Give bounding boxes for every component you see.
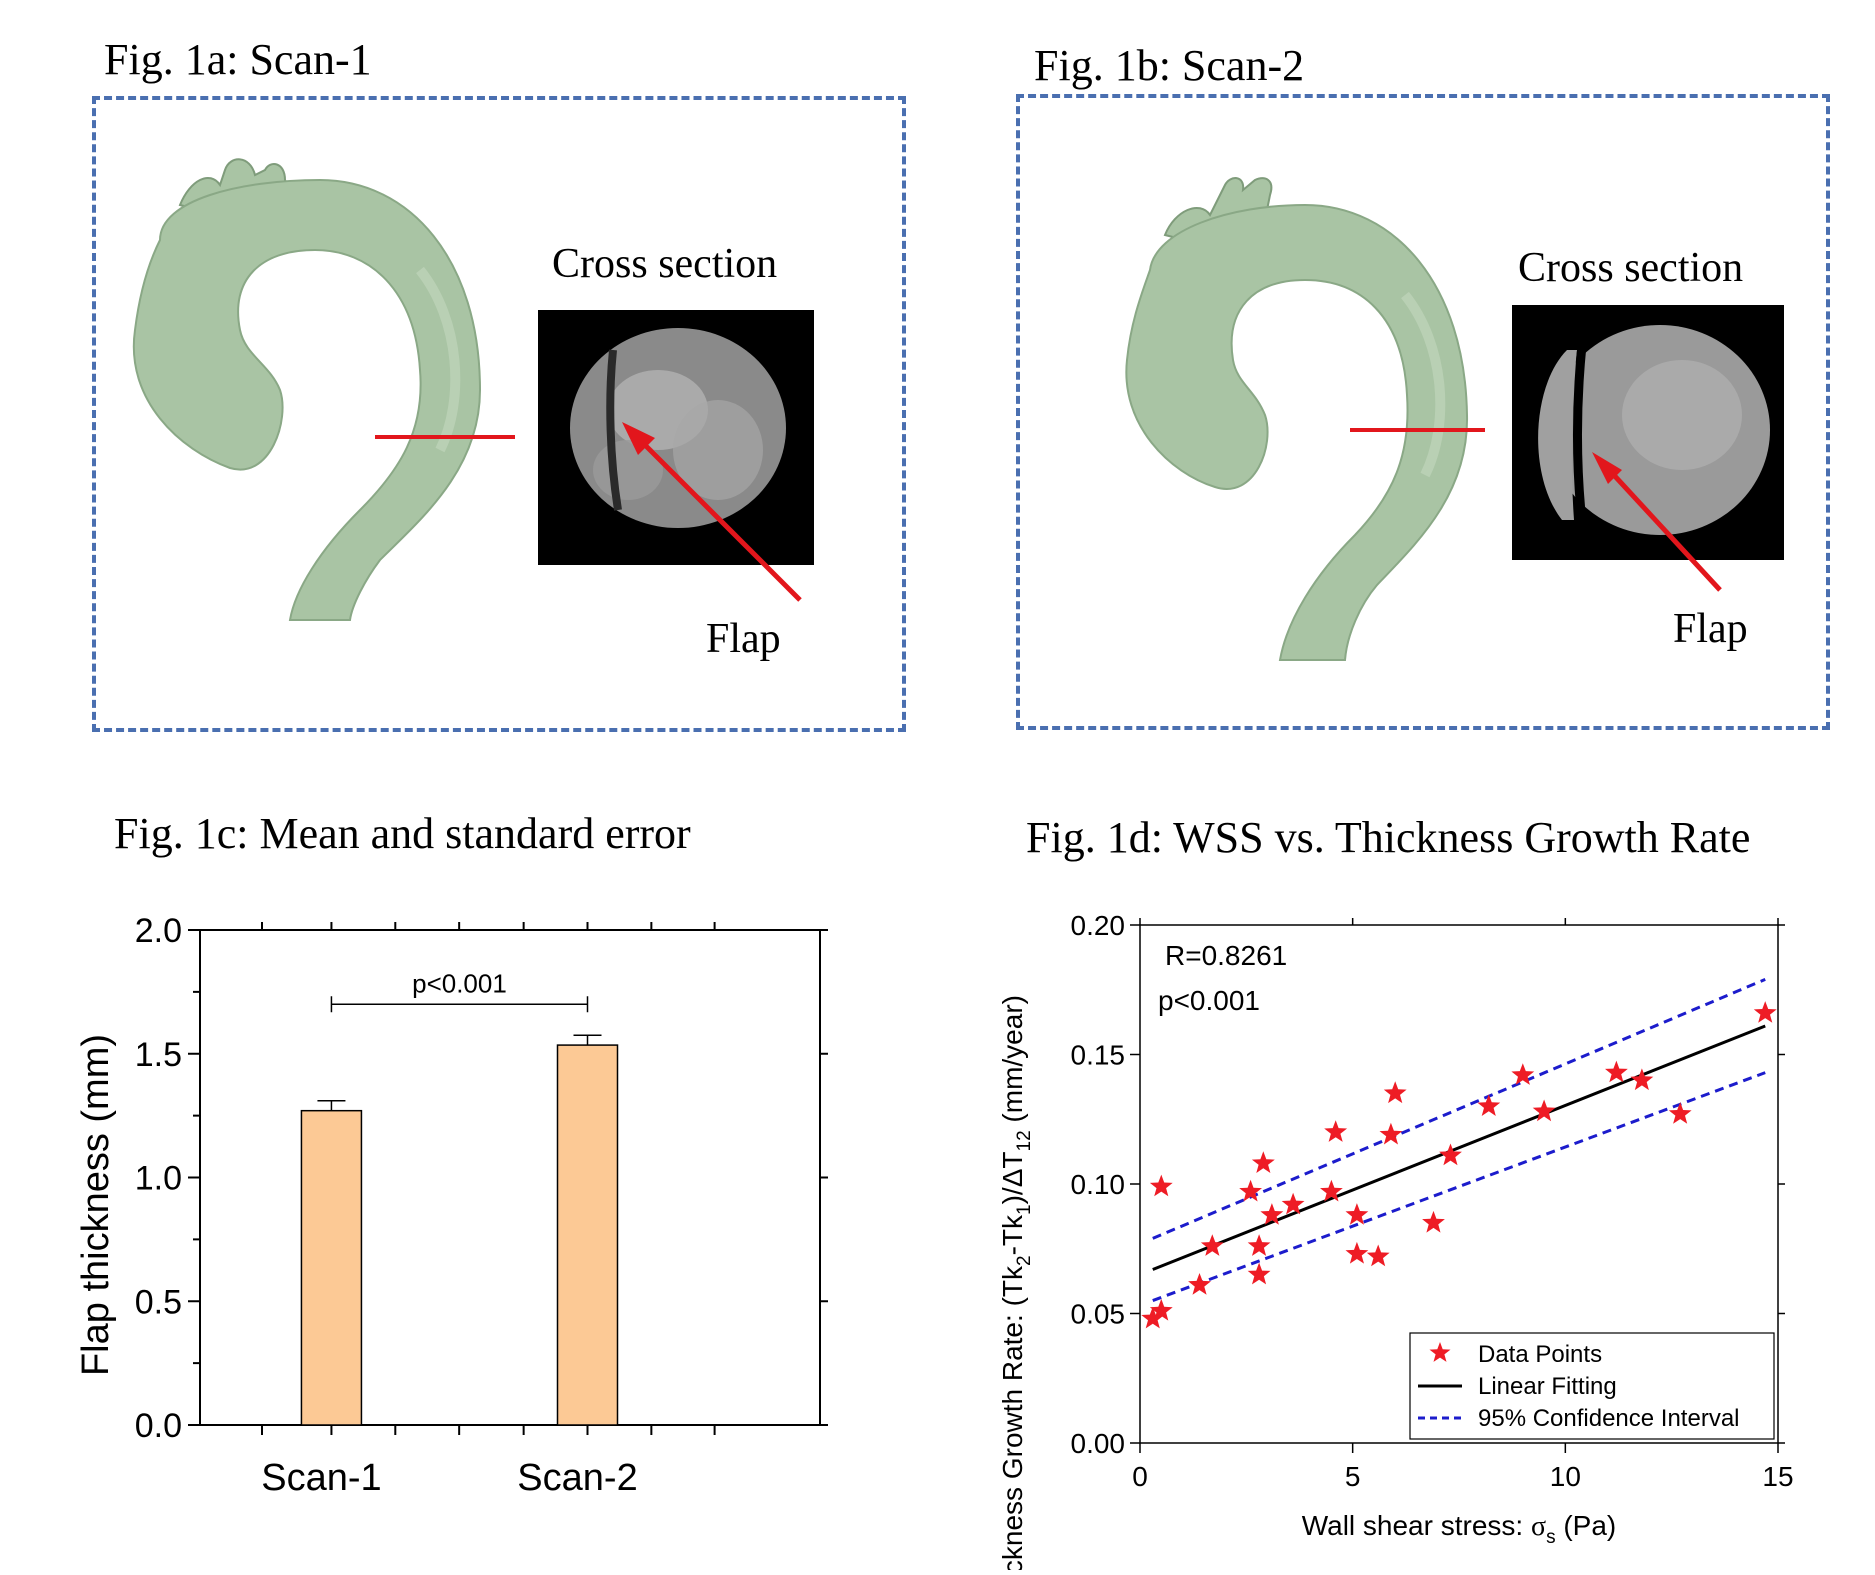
cross-section-label-scan-2: Cross section xyxy=(1518,245,1744,291)
data-point xyxy=(1753,1001,1777,1023)
data-point xyxy=(1247,1234,1271,1256)
data-point xyxy=(1281,1192,1305,1215)
legend-box xyxy=(1409,1332,1775,1440)
fig-1d-title: Fig. 1d: WSS vs. Thickness Growth Rate xyxy=(1026,813,1751,862)
cut-plane-line-scan-1 xyxy=(375,435,515,439)
data-point xyxy=(1366,1244,1390,1267)
data-point xyxy=(1260,1203,1284,1225)
y-tick-label: 1.0 xyxy=(135,1160,182,1198)
bar-scan-2 xyxy=(556,1044,619,1426)
fig-1a-title: Fig. 1a: Scan-1 xyxy=(104,35,372,84)
y-tick-label: 0.10 xyxy=(1071,1169,1126,1200)
flap-arrow-scan-2 xyxy=(1592,452,1722,592)
scatter-chart: 0.00 0.05 0.10 0.15 0.20 0 5 10 15 R=0.8261 p<0.0… xyxy=(997,910,1794,1570)
data-point xyxy=(1251,1151,1275,1173)
aorta-model-scan-2 xyxy=(1125,177,1469,661)
legend-star-icon xyxy=(1429,1342,1451,1362)
data-point xyxy=(1379,1122,1403,1145)
y-tick-label: 1.5 xyxy=(135,1036,182,1074)
y-tick-label: 2.0 xyxy=(135,912,182,950)
bar-chart: 0.0 0.5 1.0 1.5 2.0 Scan-1 Scan-2 p<0.001 Flap… xyxy=(75,912,828,1499)
y-tick-label: 0.15 xyxy=(1071,1040,1126,1071)
data-point xyxy=(1188,1273,1211,1295)
x-tick-label: 0 xyxy=(1132,1461,1148,1492)
data-point xyxy=(1630,1068,1654,1091)
fig-1a-frame xyxy=(92,96,906,732)
ci-lower-line xyxy=(1152,1071,1766,1302)
p-value-annotation: p<0.001 xyxy=(1158,985,1260,1016)
cross-section-image-scan-2 xyxy=(1512,305,1784,560)
aorta-arch-2 xyxy=(1125,203,1469,661)
data-point xyxy=(1149,1174,1173,1197)
data-point xyxy=(1422,1210,1445,1233)
y-axis-label: Thickness Growth Rate: (Tk2-Tk1)/ΔT12 (m… xyxy=(997,995,1035,1570)
data-point xyxy=(1345,1241,1369,1264)
cut-plane-line-scan-2 xyxy=(1350,428,1485,432)
false-lumen-scan-2 xyxy=(1538,350,1577,520)
fig-1c-title: Fig. 1c: Mean and standard error xyxy=(114,809,691,858)
data-point xyxy=(1477,1094,1501,1116)
flap-label-scan-1: Flap xyxy=(706,616,781,662)
data-point xyxy=(1239,1179,1262,1202)
data-point xyxy=(1149,1298,1173,1321)
flap-label-scan-2: Flap xyxy=(1673,606,1748,652)
x-axis-label: Wall shear stress: σs (Pa) xyxy=(1302,1510,1617,1548)
aorta-shading xyxy=(416,266,461,453)
cross-section-image-scan-1 xyxy=(538,310,814,565)
y-tick-label: 0.0 xyxy=(135,1407,182,1445)
data-point xyxy=(1141,1306,1165,1329)
data-point xyxy=(1320,1179,1343,1202)
r-value-annotation: R=0.8261 xyxy=(1165,940,1287,971)
y-tick-label: 0.5 xyxy=(135,1283,182,1321)
flap-line-scan-1 xyxy=(606,349,622,511)
data-point xyxy=(1324,1120,1348,1142)
data-point xyxy=(1511,1063,1535,1085)
data-point xyxy=(1345,1203,1369,1225)
x-tick-label: 10 xyxy=(1550,1461,1581,1492)
data-point xyxy=(1605,1060,1628,1083)
fig-1b-frame xyxy=(1016,94,1830,730)
data-point xyxy=(1532,1099,1556,1122)
linear-fit-line xyxy=(1152,1024,1766,1271)
x-tick-label: 5 xyxy=(1345,1461,1361,1492)
y-tick-label: 0.00 xyxy=(1071,1428,1126,1459)
data-point xyxy=(1383,1081,1407,1104)
legend-entry: Data Points xyxy=(1478,1341,1602,1368)
data-point xyxy=(1668,1102,1692,1124)
flap-line-scan-2 xyxy=(1573,344,1587,524)
aorta-arch xyxy=(132,178,482,621)
x-tick-label: Scan-2 xyxy=(517,1457,637,1499)
x-tick-label: Scan-1 xyxy=(261,1457,381,1499)
aorta-model-scan-1 xyxy=(132,158,482,621)
fig-1b-title: Fig. 1b: Scan-2 xyxy=(1034,41,1305,90)
significance-label: p<0.001 xyxy=(412,968,507,998)
y-axis-label: Flap thickness (mm) xyxy=(75,1034,117,1376)
legend-entry: Linear Fitting xyxy=(1478,1373,1617,1400)
x-tick-label: 15 xyxy=(1762,1461,1793,1492)
y-tick-label: 0.05 xyxy=(1071,1299,1126,1330)
data-point xyxy=(1439,1143,1462,1166)
bar-scan-1 xyxy=(300,1109,363,1426)
aorta-shading-2 xyxy=(1401,291,1446,478)
flap-arrow-scan-1 xyxy=(622,422,802,602)
data-point xyxy=(1200,1234,1224,1256)
y-tick-label: 0.20 xyxy=(1071,910,1126,941)
cross-section-label-scan-1: Cross section xyxy=(552,241,778,287)
legend-entry: 95% Confidence Interval xyxy=(1478,1405,1740,1432)
data-point xyxy=(1247,1262,1271,1285)
